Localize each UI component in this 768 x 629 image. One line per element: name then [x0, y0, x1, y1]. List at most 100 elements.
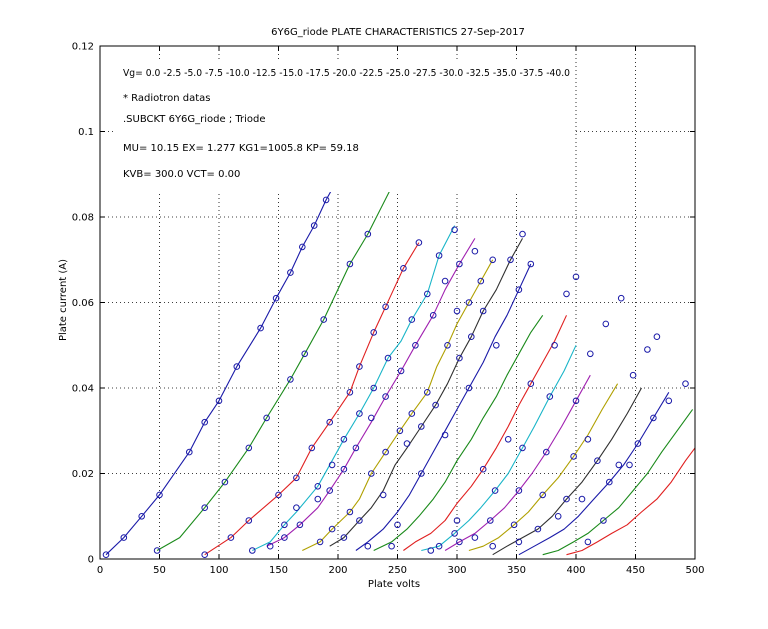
x-axis-ticks: 0 50 100 150 200 250 300 350 400 450 500 — [97, 46, 705, 576]
curve-vg — [329, 238, 523, 547]
x-axis-label: Plate volts — [368, 579, 420, 590]
measured-point — [186, 448, 193, 456]
model-curves — [105, 139, 696, 556]
measured-point — [308, 444, 316, 452]
curve-vg — [403, 315, 567, 551]
curve-vg — [156, 156, 408, 551]
measured-point — [429, 312, 437, 319]
measured-point — [665, 397, 673, 405]
measured-point — [644, 346, 651, 353]
measured-point — [233, 363, 241, 370]
x-tick-label: 200 — [328, 565, 347, 576]
measured-point — [510, 521, 518, 529]
measured-point — [310, 222, 318, 229]
measured-point — [515, 487, 523, 494]
measured-point — [364, 230, 372, 238]
measured-point — [356, 363, 363, 370]
measured-point — [215, 397, 223, 405]
measured-point — [519, 230, 526, 238]
y-tick-label: 0.04 — [72, 384, 94, 395]
measured-point — [504, 436, 512, 443]
measured-point — [263, 414, 270, 422]
measured-point — [602, 320, 610, 328]
measured-point — [281, 534, 288, 541]
measured-point — [293, 504, 300, 512]
curve-vg — [566, 447, 696, 556]
measured-point — [394, 521, 401, 529]
measured-point — [578, 495, 586, 503]
measured-point — [299, 243, 306, 251]
annotation-background — [113, 62, 575, 192]
subckt-line: .SUBCKT 6Y6G_riode ; Triode — [123, 114, 266, 125]
measured-point — [456, 538, 463, 546]
measured-point — [424, 389, 431, 396]
measured-point — [515, 538, 523, 546]
y-tick-label: 0.08 — [72, 213, 94, 224]
y-tick-label: 0.02 — [72, 469, 94, 480]
measured-point — [400, 265, 407, 272]
measured-point — [441, 277, 449, 285]
measured-point — [346, 508, 354, 516]
measured-point — [587, 350, 594, 358]
model-params-line-1: MU= 10.15 EX= 1.277 KG1=1005.8 KP= 59.18 — [123, 143, 359, 154]
x-tick-label: 350 — [507, 565, 526, 576]
measured-point — [272, 294, 280, 302]
measured-point — [356, 410, 363, 417]
measured-point — [493, 342, 500, 349]
curve-vg — [492, 387, 642, 556]
measured-point — [432, 401, 439, 409]
measured-point — [322, 196, 330, 204]
measured-point — [314, 483, 322, 490]
measured-point — [370, 329, 378, 336]
measured-point — [156, 491, 163, 499]
measured-point — [102, 551, 110, 559]
measured-point — [201, 418, 208, 426]
y-tick-label: 0.06 — [72, 298, 94, 309]
measured-point — [227, 534, 235, 541]
measured-point — [626, 461, 633, 469]
curve-vg — [444, 374, 591, 551]
measured-point — [584, 436, 592, 443]
measured-point — [563, 495, 570, 503]
y-axis-ticks: 0 0.02 0.04 0.06 0.08 0.1 0.12 — [72, 42, 695, 566]
x-tick-label: 450 — [626, 565, 645, 576]
measured-point — [326, 418, 334, 426]
measured-point — [266, 542, 274, 550]
curve-vg — [204, 242, 420, 556]
measured-point — [534, 525, 542, 533]
measured-point — [572, 397, 580, 405]
measured-point — [408, 410, 416, 417]
measured-point — [320, 316, 328, 323]
measured-point — [477, 277, 485, 285]
measured-point — [634, 440, 642, 447]
measured-point — [397, 367, 405, 375]
measured-point — [527, 380, 535, 388]
measured-point — [650, 414, 657, 422]
x-tick-label: 250 — [388, 565, 407, 576]
measured-point — [287, 269, 294, 276]
measured-point — [153, 547, 161, 554]
measured-point — [456, 354, 463, 362]
measured-point — [629, 371, 637, 379]
measured-point — [316, 538, 324, 546]
measured-point — [249, 547, 256, 554]
measured-point — [418, 423, 425, 430]
curve-vg — [542, 409, 694, 556]
measured-point — [340, 436, 348, 443]
measured-point — [382, 393, 389, 400]
measured-point — [606, 478, 613, 486]
measured-point — [403, 440, 411, 447]
measured-point — [245, 444, 253, 452]
measured-point — [435, 252, 443, 259]
curve-vg — [105, 139, 353, 556]
measured-point — [471, 247, 479, 255]
measured-point — [346, 260, 354, 268]
measured-point — [572, 273, 580, 281]
measured-point — [138, 513, 145, 520]
curve-vg — [468, 383, 619, 552]
measured-point — [328, 461, 336, 469]
curve-vg — [266, 238, 476, 547]
measured-point — [257, 324, 264, 332]
measured-point — [551, 342, 558, 349]
measured-point — [456, 260, 463, 268]
